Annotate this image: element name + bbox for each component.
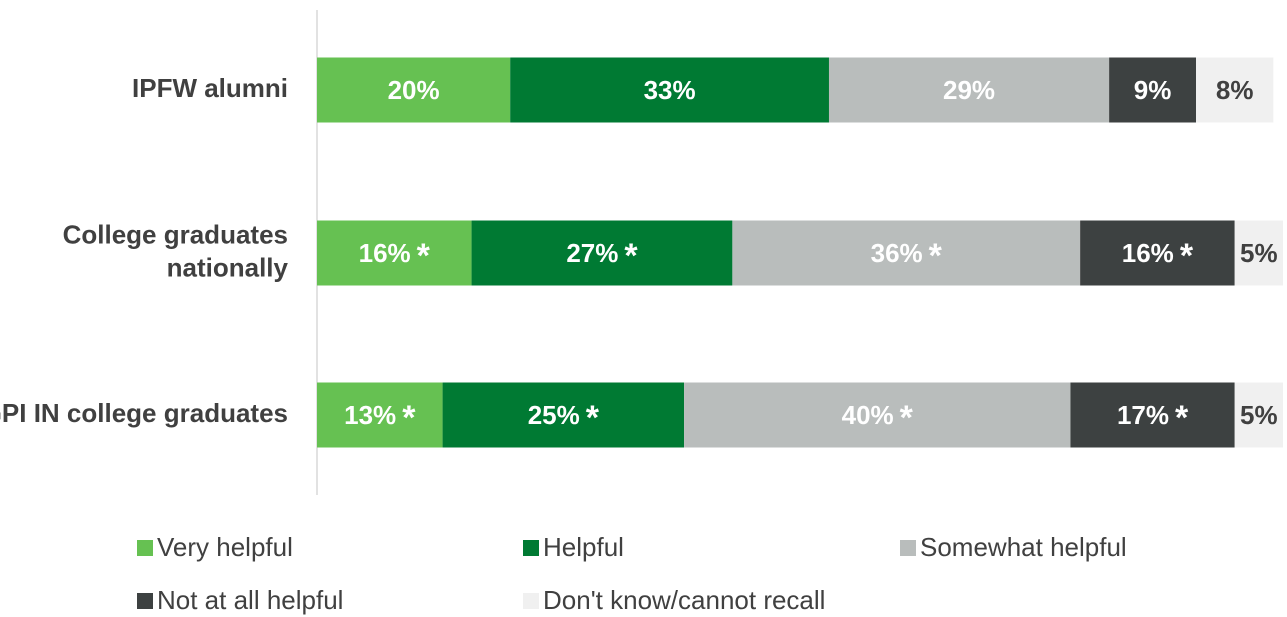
- bar-segment: [1196, 57, 1274, 123]
- value-label: 9%: [1134, 75, 1172, 105]
- legend-label: Don't know/cannot recall: [543, 585, 825, 615]
- value-label: 13% *: [344, 399, 416, 437]
- legend-swatch: [137, 593, 153, 609]
- value-label-text: 36%: [871, 238, 923, 268]
- bar-segment: [317, 220, 472, 286]
- value-label-text: 16%: [1122, 238, 1174, 268]
- bar-segment: [1234, 382, 1283, 448]
- legend-label: Not at all helpful: [157, 585, 343, 615]
- legend-swatch: [523, 540, 539, 556]
- value-label: 5%: [1240, 400, 1278, 430]
- value-label-text: 5%: [1240, 400, 1278, 430]
- bar-segment: [1109, 57, 1197, 123]
- value-label: 17% *: [1117, 399, 1189, 437]
- significance-marker: *: [1180, 237, 1194, 275]
- significance-marker: *: [586, 399, 600, 437]
- legend-swatch: [523, 593, 539, 609]
- bar-segment: [828, 57, 1110, 123]
- value-label-text: 33%: [644, 75, 696, 105]
- value-label-text: 40%: [842, 400, 894, 430]
- value-label: 33%: [644, 75, 696, 105]
- value-label-text: 5%: [1240, 238, 1278, 268]
- bar-segment: [442, 382, 685, 448]
- value-label: 16% *: [359, 237, 431, 275]
- bar-segment: [1234, 220, 1283, 286]
- value-label: 25% *: [528, 399, 600, 437]
- significance-marker: *: [624, 237, 638, 275]
- value-label-text: 17%: [1117, 400, 1169, 430]
- value-label-text: 29%: [943, 75, 995, 105]
- value-label-text: 9%: [1134, 75, 1172, 105]
- bar-segment: [732, 220, 1081, 286]
- category-label: GPI IN college graduates: [0, 398, 288, 428]
- value-label: 40% *: [842, 399, 914, 437]
- bar-segment: [684, 382, 1071, 448]
- value-label-text: 16%: [359, 238, 411, 268]
- bar-segment: [510, 57, 829, 123]
- significance-marker: *: [402, 399, 416, 437]
- legend-swatch: [900, 540, 916, 556]
- value-label: 5%: [1240, 238, 1278, 268]
- value-label-text: 20%: [388, 75, 440, 105]
- value-label: 27% *: [566, 237, 638, 275]
- value-label: 29%: [943, 75, 995, 105]
- bar-segment: [471, 220, 733, 286]
- value-label-text: 13%: [344, 400, 396, 430]
- category-label: IPFW alumni: [132, 73, 288, 103]
- significance-marker: *: [417, 237, 431, 275]
- category-label: nationally: [167, 252, 289, 282]
- value-label-text: 8%: [1216, 75, 1254, 105]
- legend-label: Helpful: [543, 532, 624, 562]
- significance-marker: *: [900, 399, 914, 437]
- value-label: 16% *: [1122, 237, 1194, 275]
- legend-label: Very helpful: [157, 532, 293, 562]
- value-label: 36% *: [871, 237, 943, 275]
- legend-swatch: [137, 540, 153, 556]
- significance-marker: *: [1175, 399, 1189, 437]
- bar-segment: [317, 382, 443, 448]
- legend-label: Somewhat helpful: [920, 532, 1127, 562]
- bar-segment: [1070, 382, 1235, 448]
- significance-marker: *: [929, 237, 943, 275]
- value-label-text: 27%: [566, 238, 618, 268]
- bar-segment: [1080, 220, 1235, 286]
- bar-segment: [317, 57, 511, 123]
- value-label: 20%: [388, 75, 440, 105]
- value-label: 8%: [1216, 75, 1254, 105]
- category-label: College graduates: [63, 219, 288, 249]
- value-label-text: 25%: [528, 400, 580, 430]
